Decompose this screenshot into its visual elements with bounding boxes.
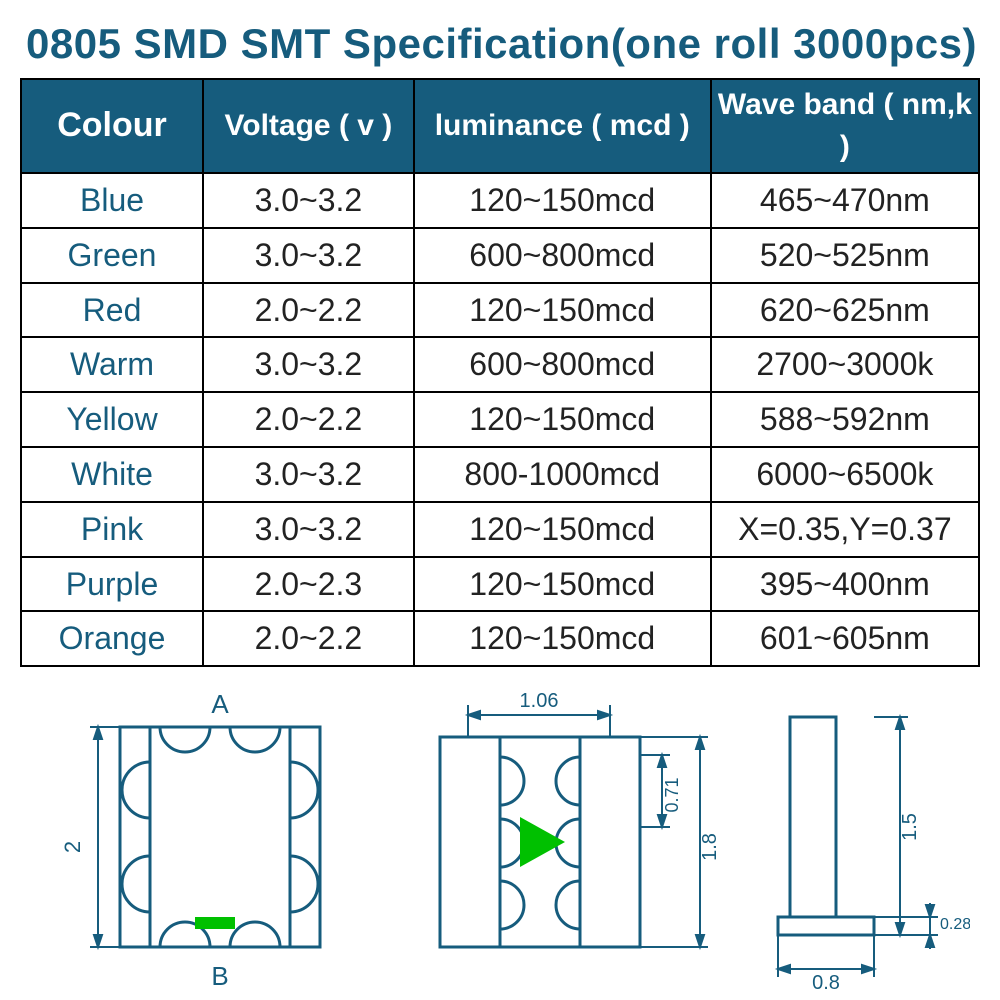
dim-height-label: 1.5 bbox=[899, 813, 921, 841]
cell-luminance: 800-1000mcd bbox=[414, 447, 711, 502]
cell-voltage: 3.0~3.2 bbox=[203, 337, 414, 392]
th-colour: Colour bbox=[21, 79, 203, 173]
dim-outer-label: 1.8 bbox=[699, 833, 721, 861]
table-row: Green3.0~3.2600~800mcd520~525nm bbox=[21, 228, 979, 283]
label-b: B bbox=[211, 961, 228, 991]
cell-voltage: 3.0~3.2 bbox=[203, 502, 414, 557]
cell-colour: Pink bbox=[21, 502, 203, 557]
table-row: Orange2.0~2.2120~150mcd601~605nm bbox=[21, 611, 979, 666]
cell-voltage: 3.0~3.2 bbox=[203, 228, 414, 283]
cell-voltage: 2.0~2.2 bbox=[203, 392, 414, 447]
cell-colour: Purple bbox=[21, 557, 203, 612]
cell-colour: Blue bbox=[21, 173, 203, 228]
table-row: Pink3.0~3.2120~150mcdX=0.35,Y=0.37 bbox=[21, 502, 979, 557]
diagram-footprint: 1.06 0.71 1.8 bbox=[390, 677, 740, 997]
cell-colour: Yellow bbox=[21, 392, 203, 447]
cell-luminance: 120~150mcd bbox=[414, 557, 711, 612]
th-waveband: Wave band ( nm,k ) bbox=[711, 79, 979, 173]
cell-luminance: 600~800mcd bbox=[414, 337, 711, 392]
cell-colour: Green bbox=[21, 228, 203, 283]
table-header-row: Colour Voltage ( v ) luminance ( mcd ) W… bbox=[21, 79, 979, 173]
cell-colour: White bbox=[21, 447, 203, 502]
dim-flange-label: 0.28 bbox=[940, 916, 970, 933]
cell-waveband: 465~470nm bbox=[711, 173, 979, 228]
dim-top-label: 1.06 bbox=[520, 690, 559, 712]
cell-voltage: 2.0~2.2 bbox=[203, 283, 414, 338]
cell-voltage: 3.0~3.2 bbox=[203, 173, 414, 228]
cell-luminance: 120~150mcd bbox=[414, 283, 711, 338]
dim-inner-label: 0.71 bbox=[662, 778, 682, 813]
table-row: Purple2.0~2.3120~150mcd395~400nm bbox=[21, 557, 979, 612]
page-title: 0805 SMD SMT Specification(one roll 3000… bbox=[26, 20, 980, 68]
table-row: Blue3.0~3.2120~150mcd465~470nm bbox=[21, 173, 979, 228]
cell-luminance: 120~150mcd bbox=[414, 173, 711, 228]
spec-table: Colour Voltage ( v ) luminance ( mcd ) W… bbox=[20, 78, 980, 667]
th-voltage: Voltage ( v ) bbox=[203, 79, 414, 173]
cell-luminance: 600~800mcd bbox=[414, 228, 711, 283]
table-row: White3.0~3.2800-1000mcd6000~6500k bbox=[21, 447, 979, 502]
table-row: Warm3.0~3.2600~800mcd2700~3000k bbox=[21, 337, 979, 392]
diagram-side-view: 1.5 0.28 0.8 bbox=[750, 677, 970, 997]
table-row: Red2.0~2.2120~150mcd620~625nm bbox=[21, 283, 979, 338]
cell-colour: Red bbox=[21, 283, 203, 338]
cell-colour: Orange bbox=[21, 611, 203, 666]
cell-colour: Warm bbox=[21, 337, 203, 392]
cell-waveband: 395~400nm bbox=[711, 557, 979, 612]
cell-waveband: 601~605nm bbox=[711, 611, 979, 666]
cell-waveband: 620~625nm bbox=[711, 283, 979, 338]
cell-voltage: 2.0~2.3 bbox=[203, 557, 414, 612]
cell-voltage: 3.0~3.2 bbox=[203, 447, 414, 502]
cell-waveband: 6000~6500k bbox=[711, 447, 979, 502]
dim-left-label: 2 bbox=[60, 841, 85, 853]
diagrams-row: 2 A B bbox=[20, 667, 980, 997]
cell-luminance: 120~150mcd bbox=[414, 502, 711, 557]
label-a: A bbox=[211, 689, 229, 719]
dim-base-label: 0.8 bbox=[812, 972, 840, 994]
cell-waveband: 520~525nm bbox=[711, 228, 979, 283]
cell-waveband: X=0.35,Y=0.37 bbox=[711, 502, 979, 557]
diagram-top-view: 2 A B bbox=[30, 677, 380, 997]
th-luminance: luminance ( mcd ) bbox=[414, 79, 711, 173]
cell-voltage: 2.0~2.2 bbox=[203, 611, 414, 666]
cell-waveband: 2700~3000k bbox=[711, 337, 979, 392]
table-row: Yellow2.0~2.2120~150mcd588~592nm bbox=[21, 392, 979, 447]
cell-luminance: 120~150mcd bbox=[414, 392, 711, 447]
cell-luminance: 120~150mcd bbox=[414, 611, 711, 666]
cell-waveband: 588~592nm bbox=[711, 392, 979, 447]
